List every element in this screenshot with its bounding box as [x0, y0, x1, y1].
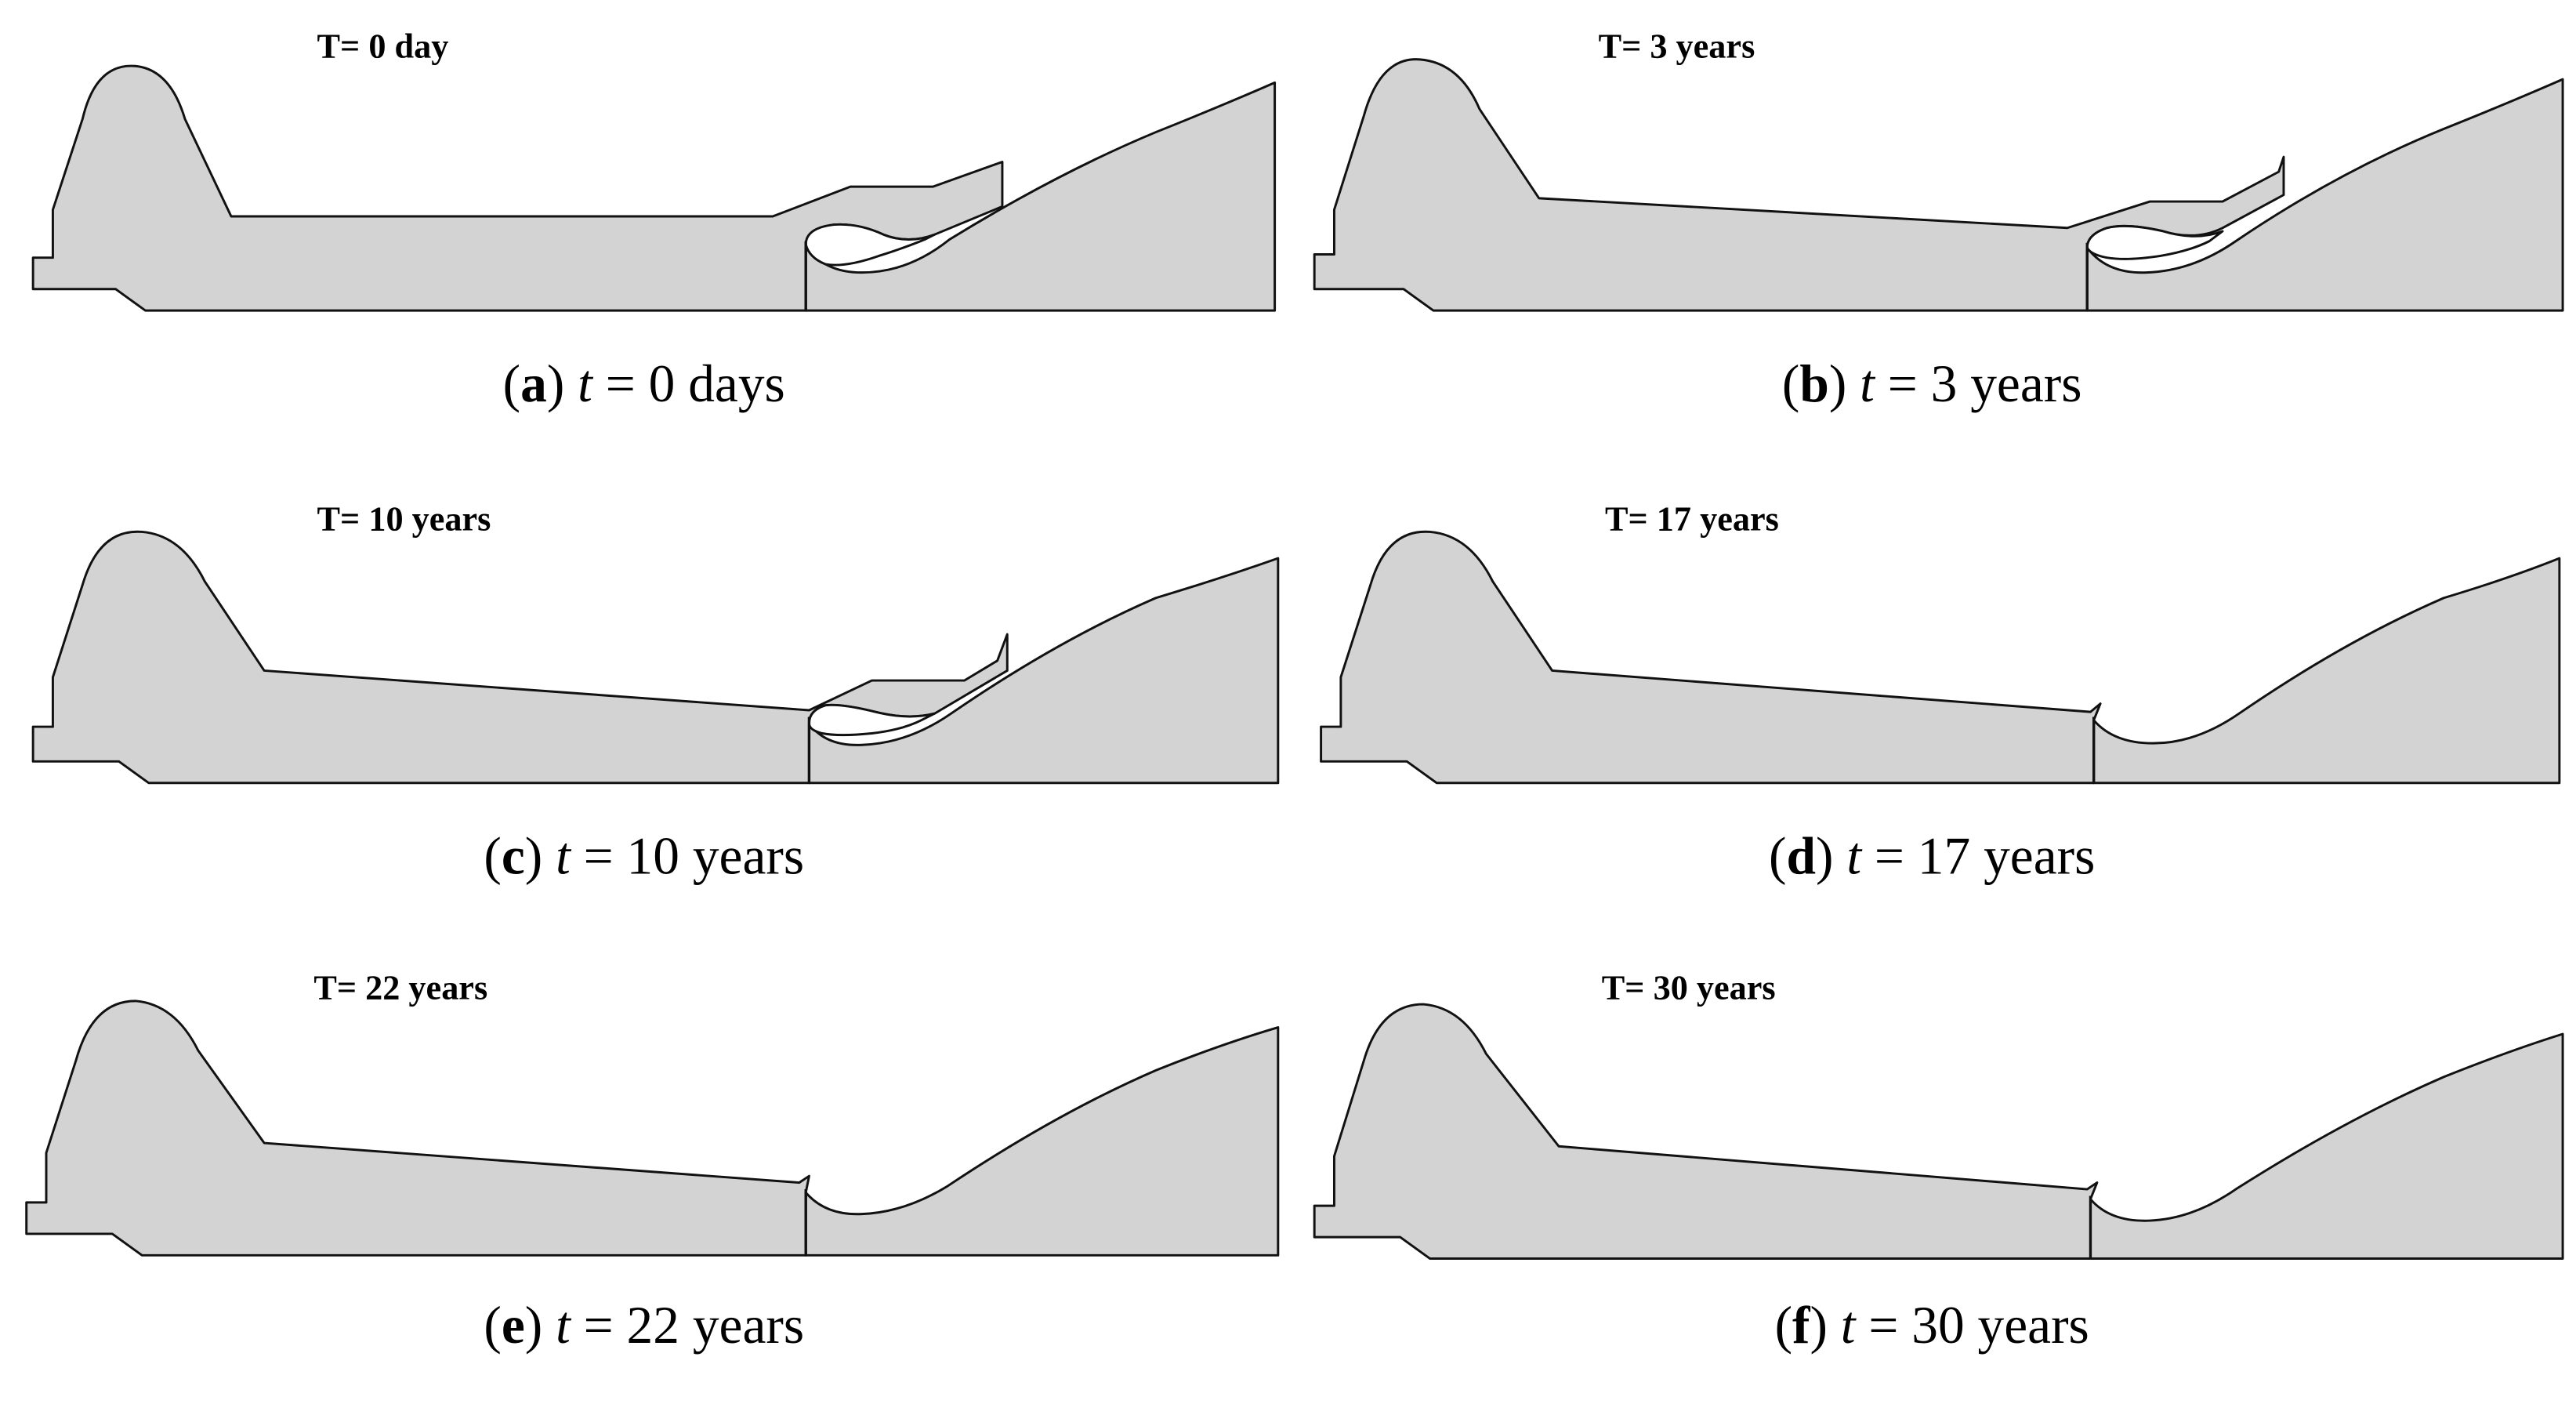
time-label-d: T= 17 years: [1605, 499, 1779, 539]
panel-c: T= 10 years (c) t = 10 years: [0, 473, 1288, 935]
hillside-shape: [807, 557, 1280, 785]
caption-b: (b) t = 3 years: [1781, 353, 2082, 413]
caption-value: = 22 years: [570, 1294, 805, 1355]
caption-variable: t: [1846, 825, 1862, 886]
caption-letter: d: [1786, 825, 1817, 886]
caption-letter: e: [501, 1294, 525, 1355]
cross-section-diagram-b: [1313, 58, 2564, 312]
caption-variable: t: [556, 825, 571, 886]
hillside-shape: [804, 1026, 1280, 1257]
earth-section-shape: [25, 999, 810, 1257]
caption-value: = 17 years: [1861, 825, 2096, 886]
caption-e: (e) t = 22 years: [484, 1294, 805, 1355]
cavity-shape: [807, 703, 937, 737]
caption-value: = 3 years: [1874, 353, 2082, 413]
caption-letter: c: [501, 825, 525, 886]
time-label-b: T= 3 years: [1598, 26, 1755, 67]
time-label-f: T= 30 years: [1601, 967, 1776, 1008]
caption-variable: t: [1860, 353, 1875, 413]
panel-d: T= 17 years (d) t = 17 years: [1288, 473, 2575, 935]
caption-d: (d) t = 17 years: [1769, 825, 2096, 886]
cross-section-diagram-f: [1313, 1003, 2564, 1261]
hillside-shape: [2085, 78, 2564, 312]
caption-a: (a) t = 0 days: [502, 353, 785, 413]
cavity-shape: [804, 223, 937, 267]
panel-e: T= 22 years (e) t = 22 years: [0, 941, 1288, 1404]
cross-section-diagram-c: [31, 530, 1280, 785]
time-label-c: T= 10 years: [317, 499, 491, 539]
caption-variable: t: [1840, 1294, 1856, 1355]
caption-letter: a: [520, 353, 547, 413]
hillside-shape: [2092, 557, 2561, 785]
caption-letter: b: [1799, 353, 1829, 413]
caption-value: = 10 years: [570, 825, 805, 886]
panel-f: T= 30 years (f) t = 30 years: [1288, 941, 2575, 1404]
hillside-shape: [804, 81, 1277, 312]
hillside-shape: [2089, 1032, 2564, 1261]
caption-variable: t: [578, 353, 592, 413]
caption-c: (c) t = 10 years: [484, 825, 805, 886]
cross-section-diagram-a: [31, 64, 1277, 312]
panel-a: T= 0 day (a) t = 0 days: [0, 0, 1288, 463]
earth-section-shape: [1313, 1003, 2099, 1261]
caption-f: (f) t = 30 years: [1774, 1294, 2089, 1355]
cross-section-diagram-e: [25, 999, 1280, 1257]
caption-value: = 0 days: [592, 353, 785, 413]
cross-section-diagram-d: [1320, 530, 2561, 785]
earth-section-shape: [1320, 530, 2102, 785]
cavity-shape: [2085, 224, 2224, 260]
time-label-e: T= 22 years: [313, 967, 488, 1008]
panel-b: T= 3 years (b) t = 3 years: [1288, 0, 2575, 463]
time-label-a: T= 0 day: [317, 26, 449, 67]
caption-letter: f: [1792, 1294, 1810, 1355]
caption-variable: t: [556, 1294, 571, 1355]
caption-value: = 30 years: [1855, 1294, 2089, 1355]
